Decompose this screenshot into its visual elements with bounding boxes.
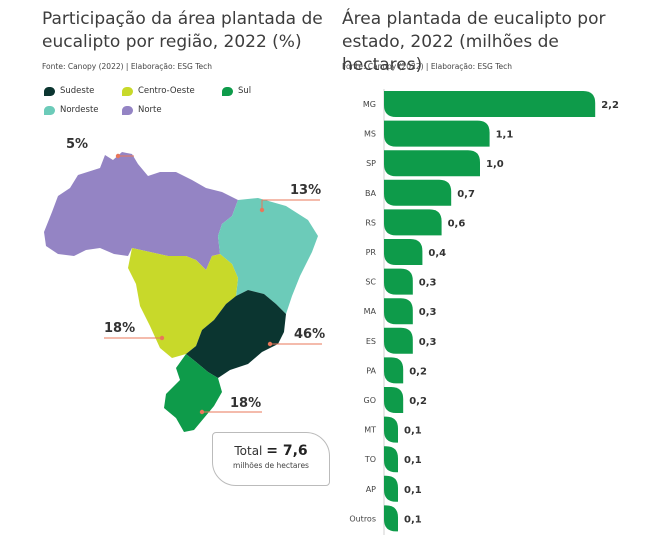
legend-label-norte: Norte bbox=[138, 105, 162, 115]
total-prefix: Total bbox=[234, 444, 263, 458]
category-label-es: ES bbox=[366, 337, 376, 346]
value-label-outros: 0,1 bbox=[404, 514, 422, 525]
legend-norte: Norte bbox=[122, 105, 162, 115]
value-label-norte: 5% bbox=[66, 137, 88, 152]
category-label-sc: SC bbox=[365, 278, 376, 287]
legend-label-sudeste: Sudeste bbox=[60, 86, 95, 96]
value-label-go: 0,2 bbox=[409, 396, 427, 407]
total-unit: milhões de hectares bbox=[233, 461, 309, 470]
callout-dot-nordeste bbox=[259, 207, 265, 213]
bar-sp bbox=[384, 150, 480, 177]
map-source: Fonte: Canopy (2022) | Elaboração: ESG T… bbox=[42, 62, 213, 71]
callout-dot-sul bbox=[199, 409, 205, 415]
bar-ma bbox=[384, 298, 413, 325]
bar-ms bbox=[384, 120, 490, 147]
category-label-ma: MA bbox=[364, 307, 377, 316]
value-label-sudeste: 46% bbox=[294, 327, 325, 342]
region-norte bbox=[44, 152, 238, 270]
bar-chart-title: Área plantada de eucalipto por estado, 2… bbox=[342, 9, 606, 75]
bar-mg bbox=[384, 91, 596, 117]
value-label-ap: 0,1 bbox=[404, 485, 422, 496]
value-label-centro-oeste: 18% bbox=[104, 321, 135, 336]
legend-nordeste: Nordeste bbox=[44, 105, 99, 115]
legend-label-centro-oeste: Centro-Oeste bbox=[138, 86, 195, 96]
legend-swatch-centro-oeste bbox=[122, 86, 133, 96]
value-label-nordeste: 13% bbox=[290, 183, 321, 198]
total-value: = 7,6 bbox=[266, 443, 308, 459]
legend-sudeste: Sudeste bbox=[44, 86, 94, 96]
bar-ba bbox=[384, 179, 452, 206]
region-centro-oeste bbox=[128, 248, 238, 358]
category-label-ba: BA bbox=[365, 189, 376, 198]
value-label-mt: 0,1 bbox=[404, 426, 422, 437]
region-nordeste bbox=[218, 198, 318, 314]
legend-swatch-sudeste bbox=[44, 86, 55, 96]
category-label-pa: PA bbox=[366, 366, 376, 375]
value-label-pr: 0,4 bbox=[428, 248, 446, 259]
bar-rs bbox=[384, 209, 442, 236]
bar-ap bbox=[384, 475, 398, 502]
legend-label-nordeste: Nordeste bbox=[60, 105, 99, 115]
map-title: Participação da área plantada de eucalip… bbox=[42, 9, 323, 52]
category-label-go: GO bbox=[364, 396, 377, 405]
total-box: Total = 7,6 milhões de hectares bbox=[212, 432, 330, 486]
value-label-sp: 1,0 bbox=[486, 159, 504, 170]
bar-go bbox=[384, 387, 404, 413]
bar-pr bbox=[384, 239, 423, 265]
value-label-ma: 0,3 bbox=[419, 307, 437, 318]
callout-dot-centro-oeste bbox=[159, 335, 165, 341]
value-label-pa: 0,2 bbox=[409, 366, 427, 377]
category-label-pr: PR bbox=[366, 248, 377, 257]
category-label-mg: MG bbox=[363, 100, 376, 109]
legend-swatch-sul bbox=[222, 86, 233, 96]
value-label-to: 0,1 bbox=[404, 455, 422, 466]
value-label-sc: 0,3 bbox=[419, 278, 437, 289]
category-label-mt: MT bbox=[364, 426, 376, 435]
category-label-ms: MS bbox=[364, 130, 376, 139]
bar-es bbox=[384, 327, 413, 354]
bar-sc bbox=[384, 268, 413, 295]
bar-chart-source: Fonte: Canopy (2022) | Elaboração: ESG T… bbox=[342, 62, 513, 71]
legend-swatch-norte bbox=[122, 105, 133, 115]
value-label-mg: 2,2 bbox=[601, 100, 619, 111]
value-label-es: 0,3 bbox=[419, 337, 437, 348]
category-label-to: TO bbox=[364, 455, 376, 464]
bar-to bbox=[384, 446, 398, 473]
legend-label-sul: Sul bbox=[238, 86, 252, 96]
callout-dot-sudeste bbox=[267, 341, 273, 347]
brazil-map: 5% 13% 18% 46% 18% bbox=[44, 137, 325, 432]
bar-outros bbox=[384, 505, 398, 532]
legend-sul: Sul bbox=[222, 86, 251, 96]
legend-swatch-nordeste bbox=[44, 105, 55, 115]
value-label-sul: 18% bbox=[230, 396, 261, 411]
value-label-rs: 0,6 bbox=[448, 218, 466, 229]
total-line: Total = 7,6 bbox=[213, 443, 329, 459]
bar-pa bbox=[384, 357, 404, 384]
region-sudeste bbox=[186, 290, 286, 378]
category-label-rs: RS bbox=[365, 218, 376, 227]
category-label-sp: SP bbox=[366, 159, 376, 168]
category-label-ap: AP bbox=[366, 485, 376, 494]
callout-dot-norte bbox=[115, 153, 121, 159]
category-label-outros: Outros bbox=[349, 514, 376, 523]
value-label-ba: 0,7 bbox=[457, 189, 475, 200]
bar-mt bbox=[384, 416, 398, 443]
value-label-ms: 1,1 bbox=[496, 130, 514, 141]
legend-centro-oeste: Centro-Oeste bbox=[122, 86, 195, 96]
